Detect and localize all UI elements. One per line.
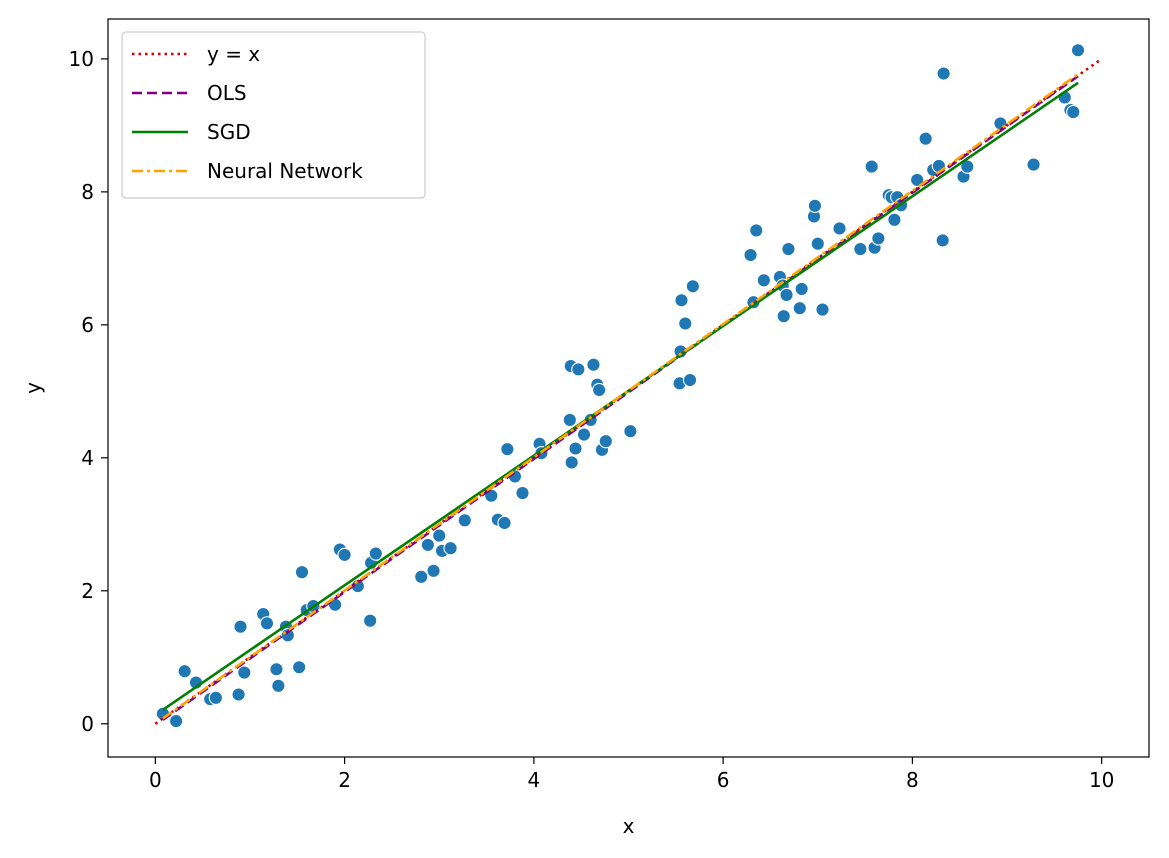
data-point <box>810 236 825 251</box>
data-point <box>781 241 796 257</box>
data-point <box>208 690 224 705</box>
x-axis-ticks: 0 2 4 6 8 10 <box>149 757 1114 792</box>
data-point <box>623 424 638 439</box>
legend-label: SGD <box>207 120 251 144</box>
x-tick-label: 8 <box>906 768 919 792</box>
data-point <box>832 221 847 236</box>
data-point <box>515 485 530 501</box>
x-tick-label: 0 <box>149 768 162 792</box>
data-point <box>887 212 902 227</box>
data-point <box>237 665 252 680</box>
data-point <box>497 515 512 531</box>
data-point <box>871 231 886 246</box>
data-point <box>864 159 879 174</box>
data-point <box>807 198 823 213</box>
x-axis-label: x <box>623 814 635 838</box>
data-point <box>368 546 383 561</box>
legend-label: Neural Network <box>207 159 363 183</box>
data-point <box>794 281 809 297</box>
data-point <box>337 547 352 563</box>
data-point <box>685 279 701 294</box>
data-point <box>853 241 868 257</box>
data-point <box>292 660 307 675</box>
data-point <box>568 441 583 456</box>
data-point <box>562 412 577 428</box>
data-point <box>294 565 310 580</box>
series-line-neural-network <box>162 73 1079 720</box>
data-point <box>168 713 184 729</box>
y-tick-label: 2 <box>81 579 94 603</box>
x-tick-label: 6 <box>717 768 730 792</box>
y-axis-ticks: 0 2 4 6 8 10 <box>69 47 108 736</box>
legend: y = x OLS SGD Neural Network <box>121 31 426 199</box>
data-point <box>432 528 447 543</box>
data-point <box>598 434 613 449</box>
data-point <box>678 316 693 331</box>
data-point <box>815 302 830 317</box>
data-point <box>426 563 441 578</box>
y-tick-label: 6 <box>81 313 94 337</box>
data-point <box>743 247 758 263</box>
data-point <box>420 537 436 553</box>
data-point <box>749 223 764 238</box>
data-point <box>500 442 515 457</box>
data-point <box>271 678 286 694</box>
data-point <box>571 362 586 377</box>
y-axis-label: y <box>21 382 45 394</box>
data-point <box>564 455 579 470</box>
legend-label: y = x <box>207 42 260 66</box>
legend-box <box>121 31 426 199</box>
data-point <box>792 301 807 316</box>
data-point <box>779 287 794 303</box>
data-point <box>177 664 192 679</box>
data-point <box>231 687 246 702</box>
data-point <box>592 382 607 398</box>
data-point <box>674 293 689 308</box>
data-point <box>1070 43 1086 58</box>
legend-label: OLS <box>207 81 247 105</box>
y-tick-label: 8 <box>81 180 94 204</box>
data-point <box>1066 104 1081 120</box>
x-tick-label: 4 <box>527 768 540 792</box>
y-tick-label: 4 <box>81 446 94 470</box>
data-point <box>756 273 771 288</box>
data-point <box>233 619 248 634</box>
data-point <box>682 372 698 388</box>
data-point <box>576 427 592 442</box>
fit-lines <box>154 57 1103 725</box>
plot-frame <box>107 18 1150 758</box>
data-point <box>269 662 284 677</box>
x-tick-label: 10 <box>1089 768 1114 792</box>
data-point <box>918 131 933 146</box>
data-point <box>936 66 951 81</box>
x-tick-label: 2 <box>338 768 351 792</box>
data-point <box>935 233 950 248</box>
data-point <box>443 541 458 556</box>
data-point <box>414 569 429 584</box>
data-point <box>457 513 472 528</box>
data-point <box>909 172 925 188</box>
data-point <box>586 357 601 372</box>
data-point <box>259 616 275 631</box>
y-tick-label: 10 <box>69 47 94 71</box>
y-tick-label: 0 <box>81 712 94 736</box>
data-point <box>776 309 791 324</box>
data-point <box>362 613 378 628</box>
data-point <box>1026 157 1041 172</box>
